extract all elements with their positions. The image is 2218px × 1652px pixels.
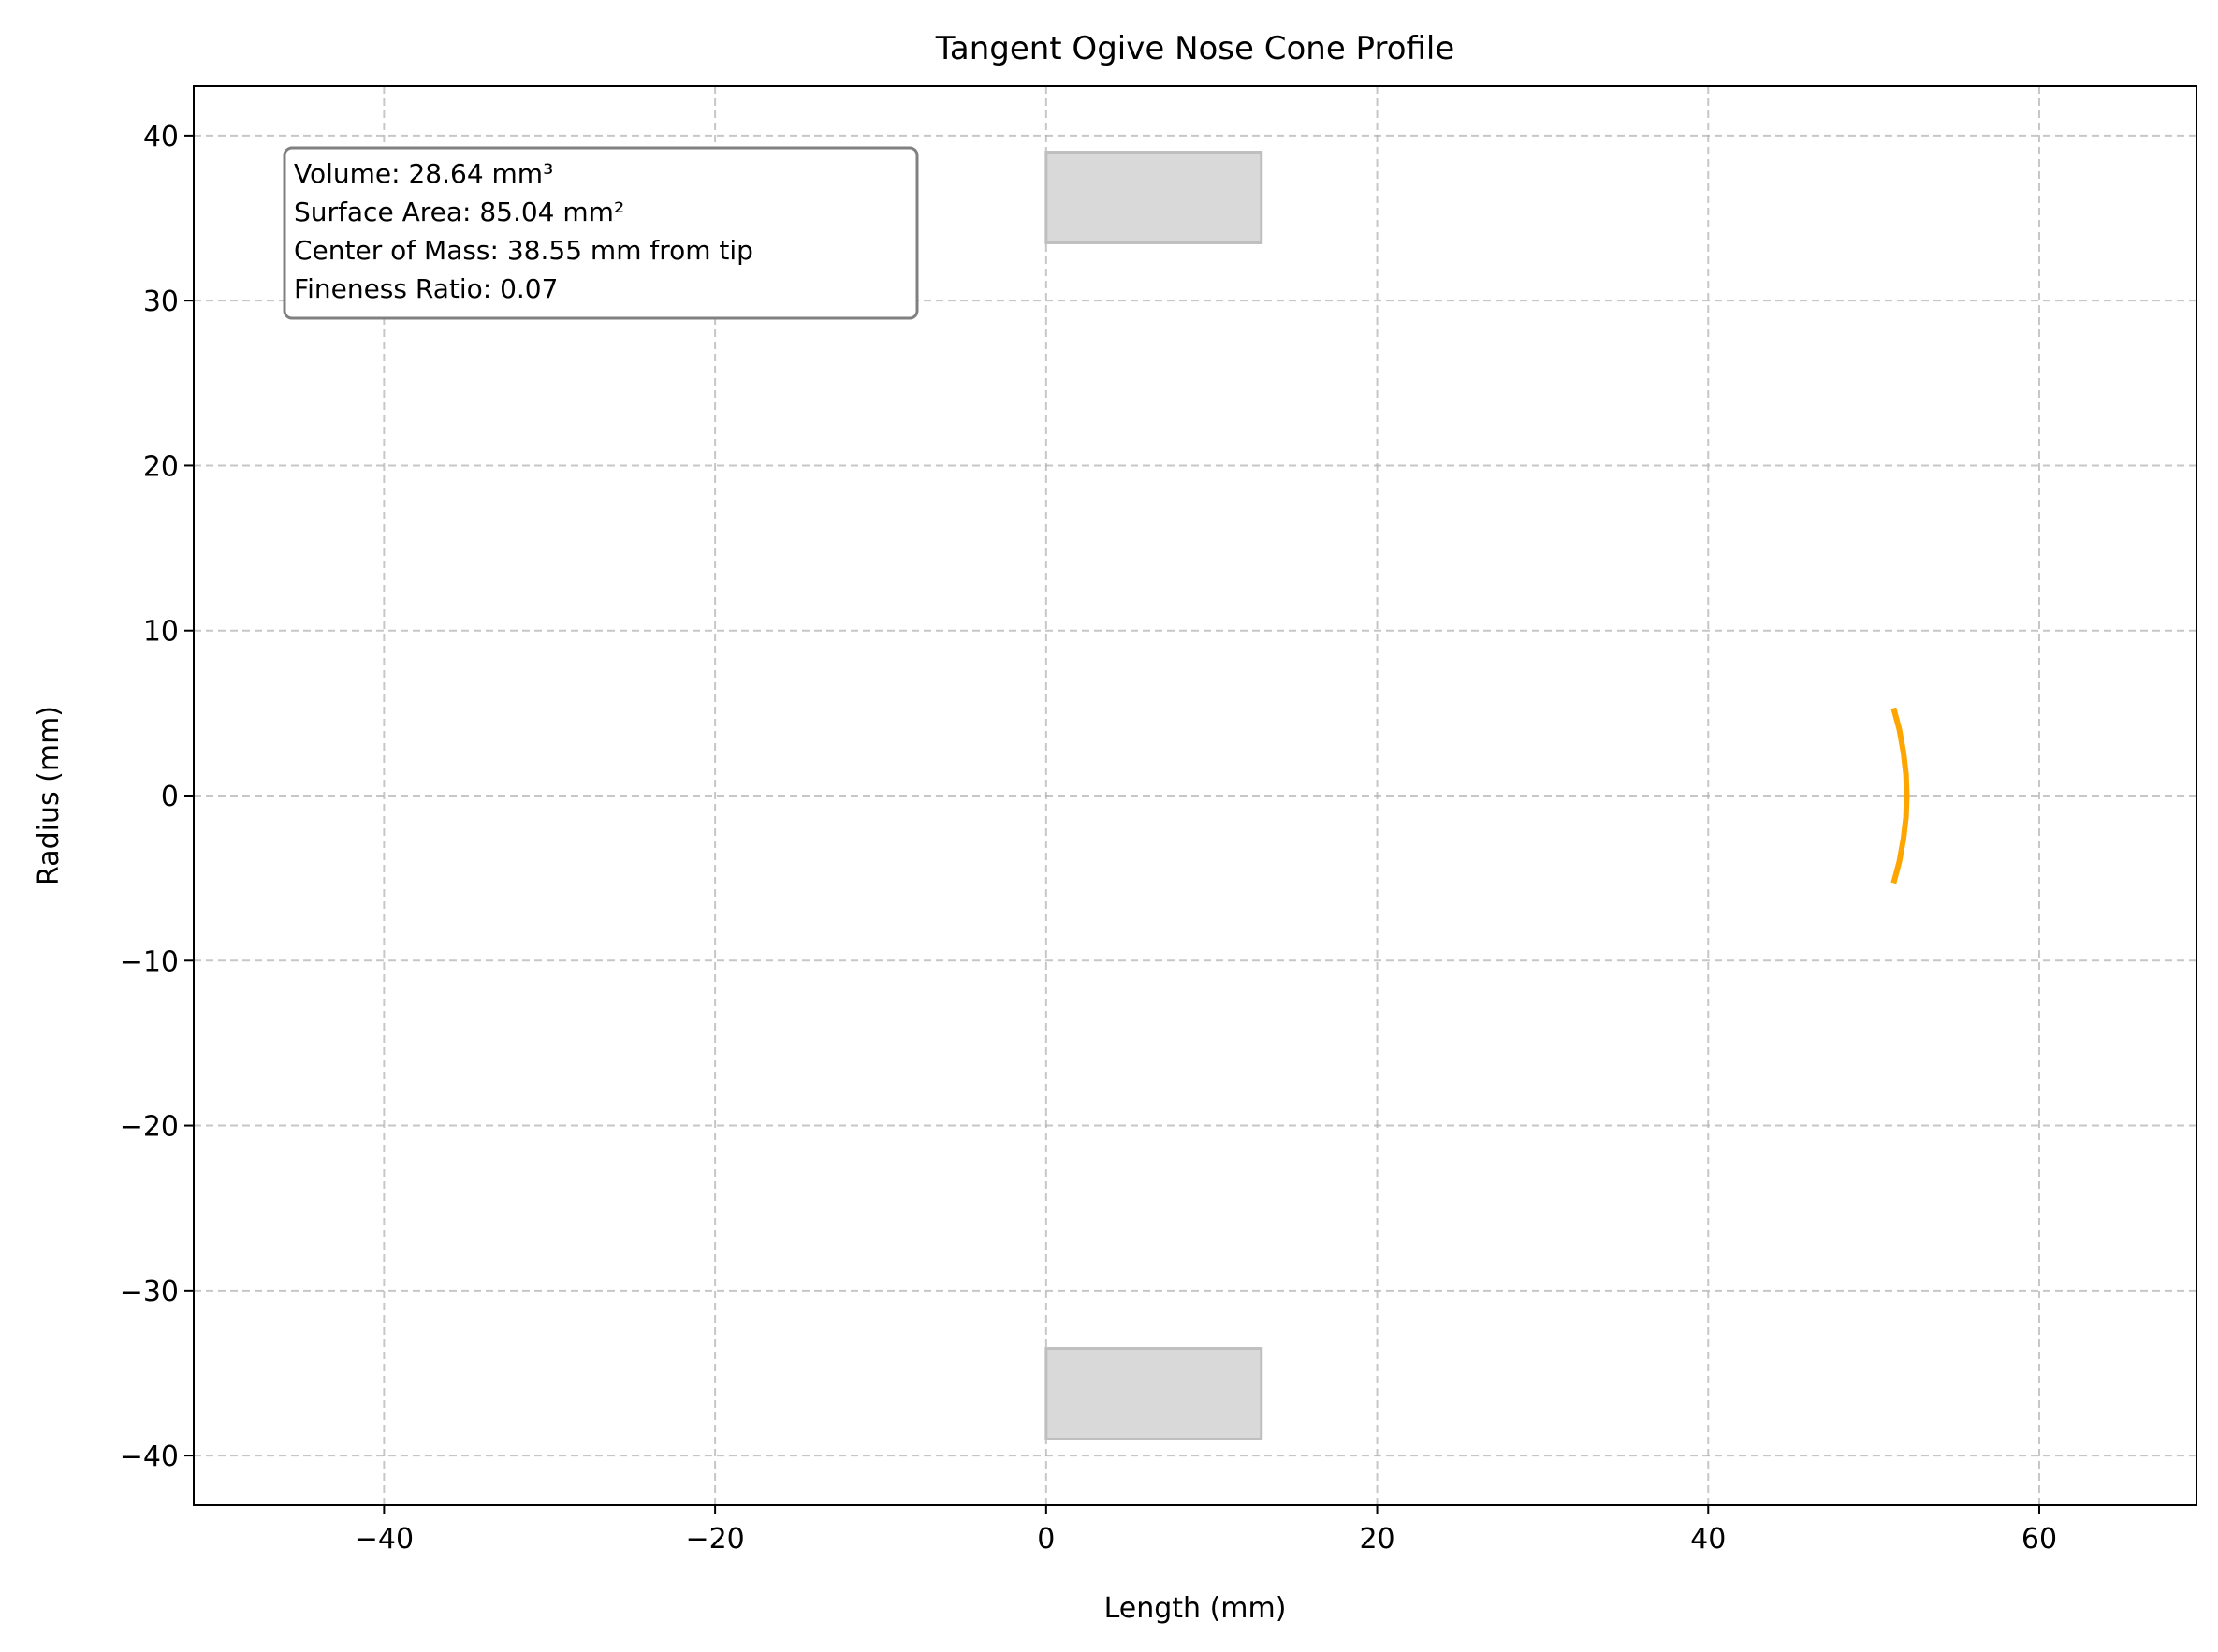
x-axis: −40 −20 0 20 40 60 bbox=[355, 1505, 2057, 1556]
x-axis-label: Length (mm) bbox=[1104, 1592, 1287, 1625]
y-tick-label: −40 bbox=[120, 1440, 179, 1473]
y-tick-label: −20 bbox=[120, 1111, 179, 1144]
y-axis-label: Radius (mm) bbox=[33, 706, 66, 885]
x-tick-label: 20 bbox=[1359, 1523, 1394, 1556]
stats-annotation: Volume: 28.64 mm³ Surface Area: 85.04 mm… bbox=[283, 146, 919, 320]
regions bbox=[1044, 151, 1263, 1440]
shoulder-region-top bbox=[1044, 151, 1263, 244]
annotation-line-surface-area: Surface Area: 85.04 mm² bbox=[294, 197, 624, 227]
y-tick-label: 40 bbox=[143, 121, 179, 154]
y-tick-label: 0 bbox=[161, 781, 179, 813]
chart-title: Tangent Ogive Nose Cone Profile bbox=[935, 30, 1455, 67]
annotation-line-volume: Volume: 28.64 mm³ bbox=[294, 158, 553, 189]
shoulder-region-bottom bbox=[1044, 1347, 1263, 1440]
y-tick-label: −10 bbox=[120, 945, 179, 978]
y-tick-label: 30 bbox=[143, 285, 179, 318]
stats-annotation-box bbox=[283, 146, 919, 320]
y-tick-label: −30 bbox=[120, 1276, 179, 1308]
series-layer bbox=[1890, 707, 1910, 884]
x-tick-label: 40 bbox=[1690, 1523, 1726, 1556]
profile-line-0 bbox=[1890, 707, 1910, 884]
x-tick-label: −20 bbox=[685, 1523, 744, 1556]
annotation-line-fineness-ratio: Fineness Ratio: 0.07 bbox=[294, 273, 558, 304]
x-tick-label: 60 bbox=[2021, 1523, 2057, 1556]
y-tick-label: 10 bbox=[143, 616, 179, 649]
grid bbox=[194, 86, 2196, 1505]
x-tick-label: −40 bbox=[355, 1523, 414, 1556]
y-axis: −40 −30 −20 −10 0 10 20 30 40 bbox=[120, 121, 194, 1473]
y-tick-label: 20 bbox=[143, 450, 179, 483]
x-tick-label: 0 bbox=[1037, 1523, 1055, 1556]
annotation-line-center-of-mass: Center of Mass: 38.55 mm from tip bbox=[294, 235, 753, 266]
